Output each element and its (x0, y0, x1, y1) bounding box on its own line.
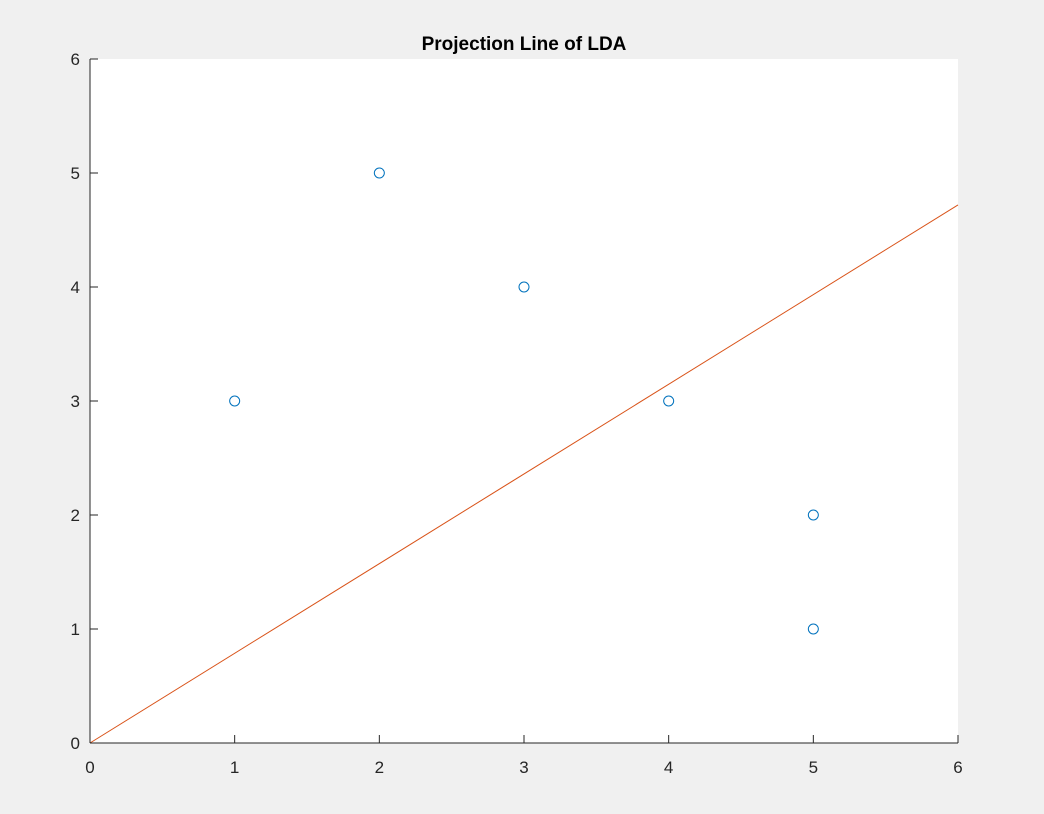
data-layer (89, 167, 959, 744)
scatter-point-1 (229, 395, 241, 407)
scatter-point-5 (807, 509, 819, 521)
x-tick-label: 1 (230, 758, 239, 777)
axes-background (90, 59, 958, 743)
y-tick-label: 0 (71, 734, 80, 753)
scatter-point-6 (807, 623, 819, 635)
chart-title: Projection Line of LDA (422, 34, 627, 55)
x-tick-label: 2 (375, 758, 384, 777)
y-tick-label: 6 (71, 50, 80, 69)
x-tick-label: 3 (519, 758, 528, 777)
x-tick-label: 5 (809, 758, 818, 777)
y-tick-label: 5 (71, 164, 80, 183)
x-tick-label: 4 (664, 758, 673, 777)
scatter-point-3 (518, 281, 530, 293)
x-tick-label: 0 (85, 758, 94, 777)
y-tick-label: 4 (71, 278, 80, 297)
projection-line (89, 204, 959, 744)
scatter-point-4 (663, 395, 675, 407)
scatter-point-2 (373, 167, 385, 179)
x-tick-label: 6 (953, 758, 962, 777)
y-tick-label: 3 (71, 392, 80, 411)
y-tick-label: 1 (71, 620, 80, 639)
y-tick-label: 2 (71, 506, 80, 525)
axes-layer: 0 1 2 3 4 5 6 0 1 2 3 4 5 6 (71, 50, 963, 777)
